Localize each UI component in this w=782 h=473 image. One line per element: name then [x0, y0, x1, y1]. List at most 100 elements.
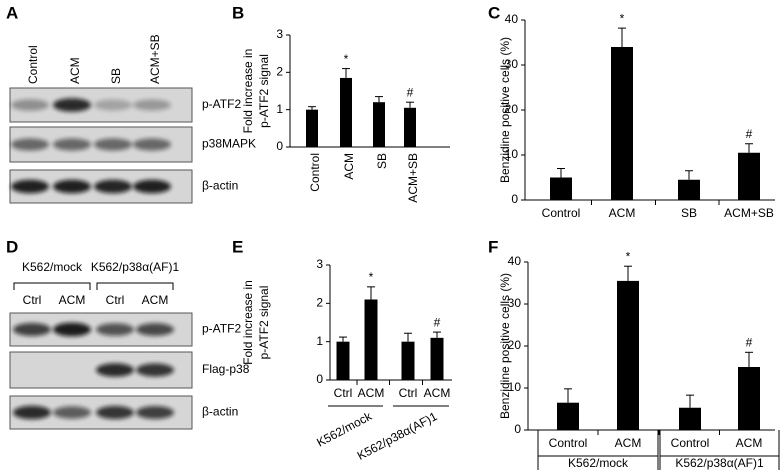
blot-band	[13, 405, 51, 420]
bar	[404, 107, 416, 147]
x-tick-label: ACM	[424, 386, 451, 400]
row-label: p38MAPK	[202, 137, 256, 151]
x-tick-label: ACM	[342, 153, 356, 180]
bar	[738, 152, 760, 200]
y-tick-label: 2	[316, 296, 323, 310]
group-label: K562/p38α(AF)1	[675, 456, 764, 470]
y-tick-label: 20	[508, 338, 522, 352]
panel-label: C	[488, 3, 500, 22]
y-tick-label: 3	[316, 257, 323, 271]
blot-band	[53, 406, 91, 419]
annotation: *	[344, 52, 349, 66]
x-tick-label: ACM+SB	[724, 206, 774, 220]
blot-band	[136, 323, 174, 336]
y-tick-label: 1	[316, 334, 323, 348]
panel-label: F	[488, 237, 498, 256]
blot-band	[96, 323, 134, 336]
row-label: Flag-p38	[202, 362, 250, 376]
group-label: K562/mock	[568, 456, 629, 470]
y-tick-label: 3	[276, 27, 283, 41]
bracket	[96, 282, 174, 290]
lane-label: Control	[26, 45, 40, 84]
bar	[336, 341, 350, 380]
y-tick-label: 2	[276, 65, 283, 79]
bar	[401, 341, 415, 380]
group-label: K562/mock	[314, 409, 374, 450]
row-label: β-actin	[202, 405, 238, 419]
bar	[679, 407, 701, 430]
blot-band	[96, 405, 134, 420]
row-label: p-ATF2	[202, 97, 241, 111]
annotation: #	[746, 127, 753, 141]
group-label: K562/mock	[22, 260, 83, 274]
bar	[678, 179, 700, 200]
bar	[306, 109, 318, 147]
annotation: *	[626, 249, 631, 263]
x-tick-label: Control	[549, 436, 588, 450]
row-label: β-actin	[202, 179, 238, 193]
annotation: *	[620, 11, 625, 25]
blot-band	[133, 179, 171, 194]
lane-label: ACM	[59, 293, 86, 307]
panel-label: E	[232, 237, 243, 256]
lane-label: SB	[109, 68, 123, 84]
panel-label: B	[232, 3, 244, 22]
y-tick-label: 1	[276, 102, 283, 116]
lane-label: ACM+SB	[148, 34, 162, 84]
blot-band	[11, 99, 49, 111]
panel-label: A	[6, 3, 18, 22]
x-tick-label: Ctrl	[334, 386, 353, 400]
y-tick-label: 30	[508, 296, 522, 310]
bracket	[13, 282, 91, 290]
lane-label: ACM	[142, 293, 169, 307]
blot-band	[94, 99, 132, 111]
group-label: K562/p38α(AF)1	[91, 260, 180, 274]
lane-label: Ctrl	[23, 293, 42, 307]
x-tick-label: ACM	[358, 386, 385, 400]
y-axis-label: Benzidine positive cells (%)	[498, 273, 512, 419]
x-tick-label: ACM	[609, 206, 636, 220]
y-tick-label: 10	[508, 380, 522, 394]
bar	[617, 280, 639, 430]
blot-band	[136, 406, 174, 419]
blot-band	[133, 138, 171, 151]
annotation: #	[407, 85, 414, 99]
bar	[550, 177, 572, 200]
x-tick-label: Control	[671, 436, 710, 450]
y-tick-label: 20	[505, 102, 519, 116]
x-tick-label: ACM	[736, 436, 763, 450]
bar	[340, 77, 352, 147]
x-tick-label: Control	[308, 153, 322, 192]
blot-band	[94, 138, 132, 151]
blot-band	[136, 363, 174, 377]
bar	[738, 367, 760, 430]
panel-label: D	[6, 237, 18, 256]
y-tick-label: 30	[505, 57, 519, 71]
bar	[364, 299, 378, 380]
annotation: *	[369, 270, 374, 284]
lane-label: Ctrl	[106, 293, 125, 307]
x-tick-label: ACM+SB	[406, 153, 420, 203]
y-tick-label: 0	[316, 372, 323, 386]
y-axis-label: Fold increase in	[241, 49, 255, 134]
x-tick-label: Control	[542, 206, 581, 220]
y-axis-label: p-ATF2 signal	[257, 54, 271, 128]
x-tick-label: SB	[375, 153, 389, 169]
y-tick-label: 10	[505, 147, 519, 161]
y-tick-label: 40	[505, 12, 519, 26]
annotation: #	[746, 335, 753, 349]
lane-label: ACM	[68, 57, 82, 84]
annotation: #	[434, 315, 441, 329]
bar	[430, 337, 444, 380]
bar	[557, 402, 579, 430]
bar	[611, 47, 633, 200]
y-axis-label: Benzidine positive cells (%)	[498, 37, 512, 183]
blot-band	[133, 99, 171, 111]
blot-band	[13, 323, 51, 336]
bar	[373, 102, 385, 147]
y-tick-label: 0	[514, 422, 521, 436]
x-tick-label: SB	[681, 206, 697, 220]
blot-band	[53, 322, 91, 337]
y-tick-label: 0	[511, 192, 518, 206]
